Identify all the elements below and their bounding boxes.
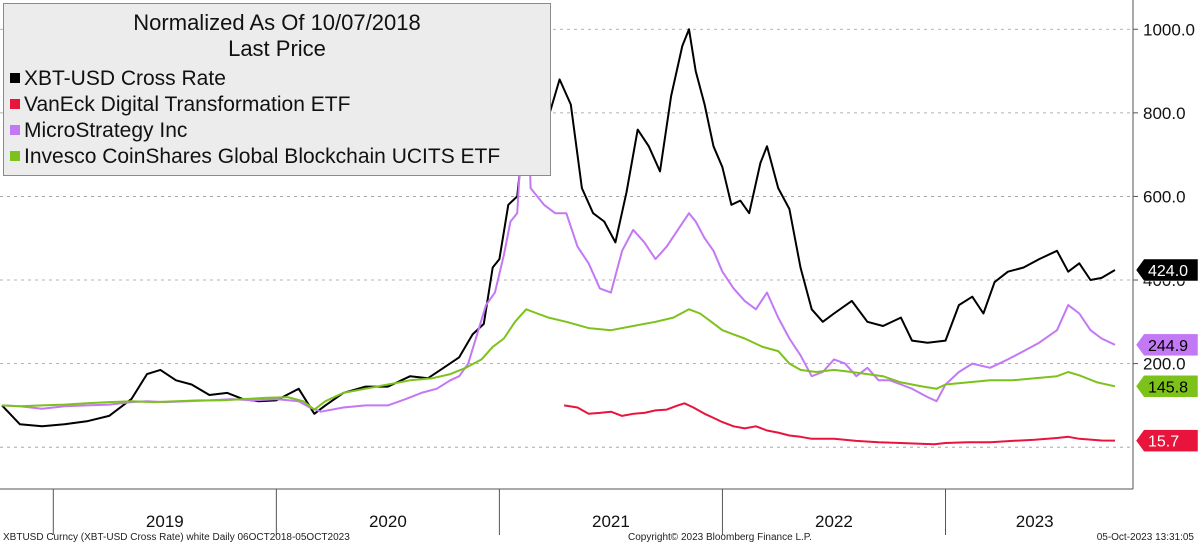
last-value-tag-0: 424.0 bbox=[1135, 258, 1199, 282]
year-separators bbox=[52, 489, 946, 535]
y-tick-label: 800.0 bbox=[1143, 104, 1186, 123]
legend-item-invesco: Invesco CoinShares Global Blockchain UCI… bbox=[10, 144, 550, 170]
tag-label: 424.0 bbox=[1148, 263, 1188, 280]
last-value-tag-3: 145.8 bbox=[1135, 375, 1199, 398]
legend-label: MicroStrategy Inc bbox=[24, 119, 188, 142]
footer-copyright: Copyright© 2023 Bloomberg Finance L.P. bbox=[628, 532, 812, 543]
tag-label: 15.7 bbox=[1148, 434, 1179, 451]
legend-box: Normalized As Of 10/07/2018 Last Price X… bbox=[3, 3, 551, 176]
legend-item-microstrategy: MicroStrategy Inc bbox=[10, 118, 550, 144]
x-tick-label: 2019 bbox=[146, 512, 184, 531]
series-line-2 bbox=[1, 36, 1116, 413]
legend-item-vaneck: VanEck Digital Transformation ETF bbox=[10, 92, 550, 118]
legend-label: Invesco CoinShares Global Blockchain UCI… bbox=[24, 145, 501, 168]
legend-swatch-icon bbox=[10, 151, 20, 161]
legend-swatch-icon bbox=[10, 73, 20, 83]
tag-background bbox=[1135, 429, 1199, 452]
series-lines bbox=[1, 28, 1116, 446]
x-tick-label: 2022 bbox=[815, 512, 853, 531]
legend-title: Normalized As Of 10/07/2018 bbox=[133, 10, 421, 35]
footer-timestamp: 05-Oct-2023 13:31:05 bbox=[1096, 532, 1194, 543]
tag-label: 244.9 bbox=[1148, 338, 1188, 355]
last-value-tag-1: 15.7 bbox=[1135, 429, 1199, 452]
y-tick-label: 600.0 bbox=[1143, 187, 1186, 206]
series-line-1 bbox=[563, 402, 1116, 446]
x-tick-label: 2023 bbox=[1016, 512, 1054, 531]
footer-source: XBTUSD Curncy (XBT-USD Cross Rate) white… bbox=[3, 532, 350, 543]
last-value-tag-2: 244.9 bbox=[1135, 333, 1199, 357]
x-axis-labels: 2019 2020 2021 2022 2023 bbox=[146, 512, 1054, 531]
legend-label: VanEck Digital Transformation ETF bbox=[24, 93, 351, 116]
tag-background bbox=[1135, 375, 1199, 398]
tag-label: 145.8 bbox=[1148, 379, 1188, 396]
x-tick-label: 2021 bbox=[592, 512, 630, 531]
series-line-3 bbox=[1, 308, 1116, 411]
tag-background bbox=[1135, 333, 1199, 357]
tag-background bbox=[1135, 258, 1199, 282]
legend-subtitle: Last Price bbox=[228, 36, 326, 61]
y-tick-label: 1000.0 bbox=[1143, 20, 1195, 39]
legend-swatch-icon bbox=[10, 125, 20, 135]
x-tick-label: 2020 bbox=[369, 512, 407, 531]
last-value-tags: 424.0 15.7 244.9 145.8 bbox=[1135, 258, 1199, 452]
legend-swatch-icon bbox=[10, 99, 20, 109]
legend-label: XBT-USD Cross Rate bbox=[24, 67, 226, 90]
legend-list: XBT-USD Cross Rate VanEck Digital Transf… bbox=[10, 66, 550, 170]
y-tick-label: 200.0 bbox=[1143, 355, 1186, 374]
legend-item-xbt: XBT-USD Cross Rate bbox=[10, 66, 550, 92]
